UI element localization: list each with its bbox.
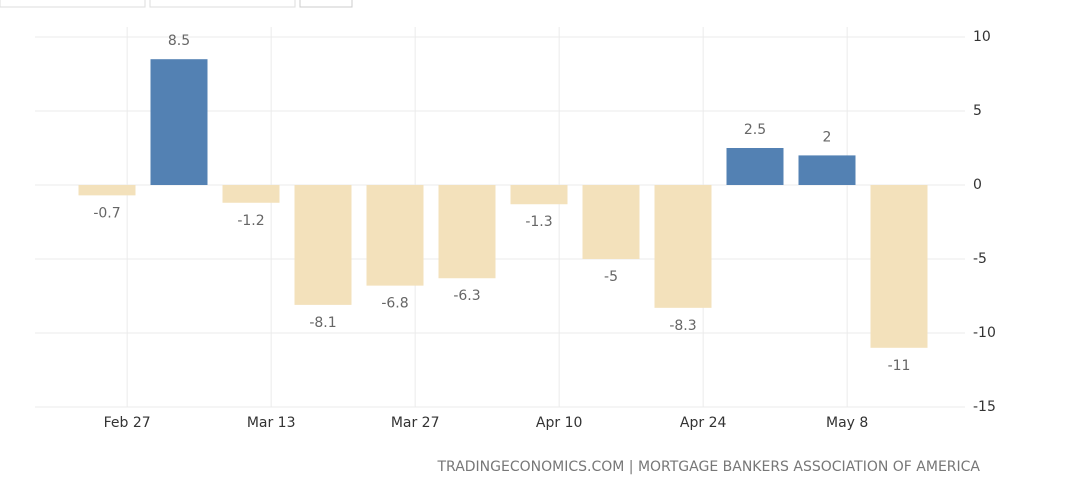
ui-button[interactable] — [299, 0, 353, 8]
x-tick-label: Mar 27 — [391, 415, 440, 431]
data-label: -8.1 — [309, 315, 336, 331]
bar — [510, 185, 568, 205]
data-label: -0.7 — [93, 205, 120, 221]
bar — [438, 185, 496, 279]
ui-box — [149, 0, 296, 8]
data-label: -6.8 — [381, 296, 408, 312]
data-label: -1.2 — [237, 213, 264, 229]
x-tick-label: Apr 10 — [536, 415, 582, 431]
data-label: -8.3 — [669, 318, 696, 334]
data-label: -5 — [604, 269, 618, 285]
bar — [582, 185, 640, 259]
ui-box — [0, 0, 146, 8]
bar — [294, 185, 352, 305]
y-tick-label: -15 — [973, 399, 996, 415]
x-tick-label: Mar 13 — [247, 415, 296, 431]
bar — [78, 185, 136, 196]
x-tick-label: Feb 27 — [104, 415, 151, 431]
data-label: -11 — [888, 358, 911, 374]
y-tick-label: 0 — [973, 177, 982, 193]
bar — [366, 185, 424, 286]
data-label: 2.5 — [744, 122, 766, 138]
bar — [654, 185, 712, 308]
data-label: -6.3 — [453, 288, 480, 304]
x-tick-label: May 8 — [826, 415, 868, 431]
bar — [870, 185, 928, 348]
data-label: 2 — [823, 129, 832, 145]
y-tick-label: -5 — [973, 251, 987, 267]
y-tick-label: 5 — [973, 103, 982, 119]
bar — [222, 185, 280, 203]
x-tick-label: Apr 24 — [680, 415, 727, 431]
data-label: -1.3 — [525, 214, 552, 230]
data-label: 8.5 — [168, 33, 190, 49]
source: TRADINGECONOMICS.COM | MORTGAGE BANKERS … — [436, 459, 980, 475]
y-tick-label: 10 — [973, 29, 991, 45]
y-tick-label: -10 — [973, 325, 996, 341]
bar — [150, 59, 208, 186]
bar — [726, 148, 784, 185]
bar — [798, 155, 856, 185]
